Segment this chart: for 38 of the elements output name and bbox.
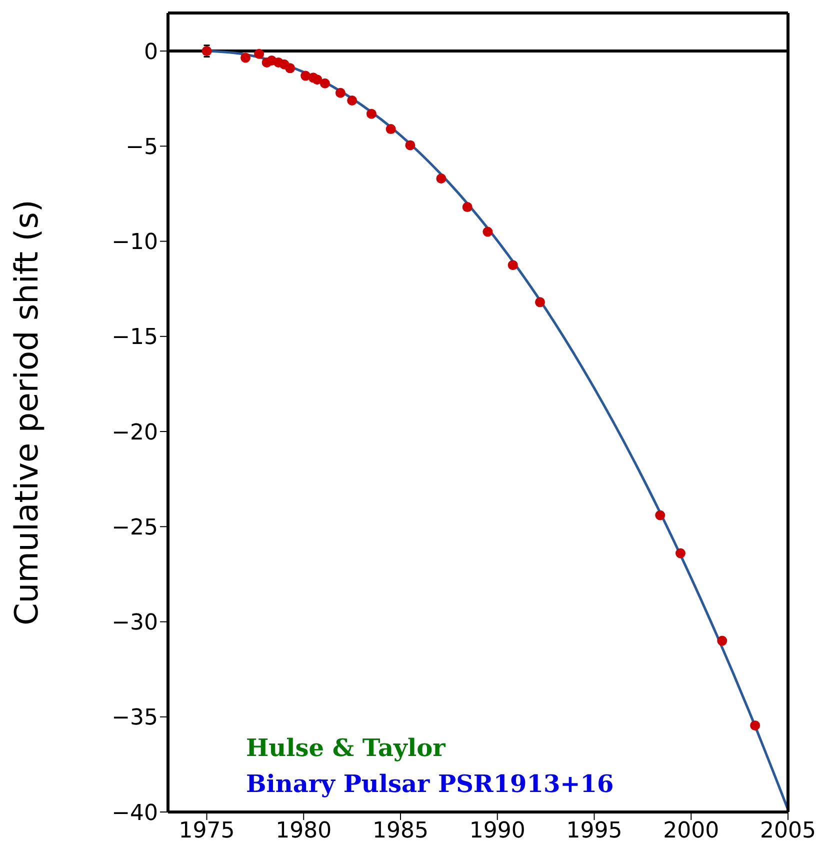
point <box>240 52 250 63</box>
point <box>285 63 296 74</box>
annotation: Hulse & Taylor <box>246 732 446 764</box>
x-tick-label: 1995 <box>566 818 622 844</box>
point <box>386 124 396 134</box>
x-tick-label: 1990 <box>469 818 526 844</box>
y-tick-label: −30 <box>112 610 158 636</box>
x-tick-label: 1975 <box>178 818 235 844</box>
x-tick-label: 2000 <box>663 818 720 844</box>
y-axis-title: Cumulative period shift (s) <box>7 200 46 626</box>
x-tick-label: 1985 <box>372 818 428 844</box>
y-tick-label: −40 <box>112 800 158 826</box>
point <box>508 260 518 270</box>
point <box>655 510 666 520</box>
point <box>750 720 760 730</box>
point <box>320 78 330 88</box>
point <box>482 226 493 237</box>
y-tick-label: −10 <box>112 230 158 256</box>
point <box>347 96 358 106</box>
y-tick-label: −35 <box>112 706 158 731</box>
point <box>675 548 686 558</box>
x-tick-label: 1980 <box>276 818 332 844</box>
annotation: Binary Pulsar PSR1913+16 <box>246 768 614 800</box>
y-tick-label: −5 <box>126 134 158 160</box>
y-tick-label: −25 <box>112 515 158 540</box>
point <box>254 48 264 59</box>
point <box>436 174 446 184</box>
point <box>462 202 472 212</box>
point <box>312 74 322 85</box>
point <box>535 297 545 308</box>
y-tick-label: −15 <box>112 325 158 350</box>
point <box>405 140 416 150</box>
y-tick-label: −20 <box>112 420 158 446</box>
x-tick-label: 2005 <box>760 818 816 844</box>
point <box>335 88 346 98</box>
point <box>366 108 376 119</box>
y-tick-label: 0 <box>144 40 158 65</box>
point <box>717 636 728 646</box>
